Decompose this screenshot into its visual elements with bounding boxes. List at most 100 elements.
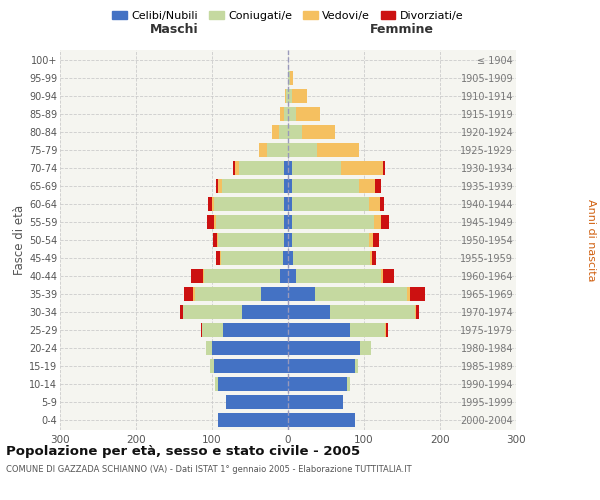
Bar	[284, 179, 288, 193]
Bar	[359, 179, 376, 193]
Bar	[206, 341, 212, 355]
Bar	[284, 215, 288, 229]
Bar	[272, 125, 279, 139]
Bar	[212, 341, 288, 355]
Bar	[385, 323, 386, 337]
Bar	[296, 107, 320, 121]
Bar	[347, 377, 350, 391]
Bar	[217, 233, 218, 247]
Bar	[213, 233, 217, 247]
Text: Maschi: Maschi	[149, 24, 199, 36]
Bar	[214, 215, 216, 229]
Bar	[208, 215, 214, 229]
Bar	[341, 161, 383, 175]
Bar	[285, 89, 286, 103]
Bar	[288, 179, 292, 193]
Legend: Celibi/Nubili, Coniugati/e, Vedovi/e, Divorziati/e: Celibi/Nubili, Coniugati/e, Vedovi/e, Di…	[108, 6, 468, 25]
Bar	[216, 251, 220, 265]
Bar	[383, 269, 394, 283]
Bar	[288, 233, 292, 247]
Bar	[288, 269, 296, 283]
Bar	[292, 161, 341, 175]
Bar	[280, 269, 288, 283]
Bar	[292, 233, 370, 247]
Bar	[382, 215, 389, 229]
Bar	[216, 179, 218, 193]
Bar	[330, 305, 415, 319]
Bar	[288, 413, 355, 427]
Bar	[288, 197, 292, 211]
Bar	[407, 287, 410, 301]
Bar	[355, 359, 358, 373]
Bar	[288, 395, 343, 409]
Bar	[288, 125, 302, 139]
Bar	[235, 161, 239, 175]
Bar	[386, 323, 388, 337]
Text: COMUNE DI GAZZADA SCHIANNO (VA) - Dati ISTAT 1° gennaio 2005 - Elaborazione TUTT: COMUNE DI GAZZADA SCHIANNO (VA) - Dati I…	[6, 466, 412, 474]
Bar	[317, 143, 359, 157]
Text: Anni di nascita: Anni di nascita	[586, 198, 596, 281]
Bar	[212, 197, 214, 211]
Bar	[383, 161, 385, 175]
Bar	[288, 305, 330, 319]
Bar	[203, 269, 205, 283]
Bar	[296, 269, 381, 283]
Bar	[242, 305, 288, 319]
Bar	[288, 359, 355, 373]
Bar	[302, 125, 335, 139]
Bar	[370, 197, 380, 211]
Bar	[288, 341, 360, 355]
Bar	[410, 287, 425, 301]
Bar	[180, 305, 183, 319]
Bar	[193, 287, 194, 301]
Bar	[267, 143, 288, 157]
Bar	[290, 71, 293, 85]
Bar	[200, 323, 202, 337]
Bar	[226, 395, 288, 409]
Bar	[191, 269, 203, 283]
Bar	[350, 323, 385, 337]
Bar	[288, 143, 317, 157]
Bar	[381, 269, 383, 283]
Bar	[288, 89, 292, 103]
Bar	[292, 179, 359, 193]
Bar	[376, 179, 382, 193]
Bar	[202, 323, 223, 337]
Bar	[215, 377, 218, 391]
Bar	[373, 251, 376, 265]
Bar	[262, 287, 288, 301]
Bar	[214, 197, 284, 211]
Bar	[288, 377, 347, 391]
Bar	[370, 233, 373, 247]
Bar	[374, 215, 382, 229]
Bar	[239, 161, 284, 175]
Bar	[218, 377, 288, 391]
Bar	[288, 323, 350, 337]
Bar	[211, 359, 214, 373]
Bar	[218, 179, 222, 193]
Text: Popolazione per età, sesso e stato civile - 2005: Popolazione per età, sesso e stato civil…	[6, 445, 360, 458]
Bar	[288, 107, 296, 121]
Bar	[292, 215, 374, 229]
Bar	[184, 287, 193, 301]
Bar	[279, 125, 288, 139]
Bar	[208, 197, 212, 211]
Bar	[292, 197, 370, 211]
Bar	[284, 233, 288, 247]
Bar	[314, 287, 407, 301]
Bar	[370, 251, 373, 265]
Bar	[222, 179, 284, 193]
Bar	[286, 89, 288, 103]
Bar	[183, 305, 242, 319]
Bar	[284, 197, 288, 211]
Text: Femmine: Femmine	[370, 24, 434, 36]
Bar	[214, 359, 288, 373]
Bar	[283, 251, 288, 265]
Bar	[380, 197, 384, 211]
Bar	[221, 251, 283, 265]
Bar	[280, 107, 284, 121]
Bar	[259, 143, 267, 157]
Bar	[194, 287, 262, 301]
Bar	[288, 287, 314, 301]
Bar	[205, 269, 280, 283]
